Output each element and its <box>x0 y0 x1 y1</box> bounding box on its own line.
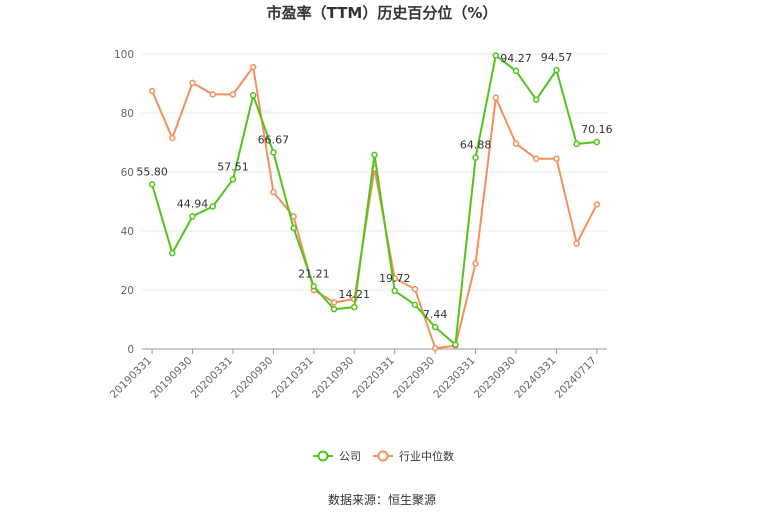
data-point-industry <box>512 140 520 147</box>
x-tick-label: 20200930 <box>229 355 275 401</box>
data-label: 57.51 <box>217 160 249 173</box>
y-tick-label: 40 <box>121 226 134 238</box>
x-tick-label: 20240331 <box>512 355 558 401</box>
data-point-industry <box>169 134 176 142</box>
data-point-company <box>290 224 297 232</box>
legend-label-company: 公司 <box>339 450 361 463</box>
source-note: 数据来源：恒生聚源 <box>328 492 436 507</box>
data-point-company <box>169 249 176 257</box>
data-label: 64.88 <box>460 139 492 152</box>
data-point-company <box>411 301 419 308</box>
data-point-industry <box>472 260 479 267</box>
data-point-company <box>229 176 237 183</box>
y-axis-ticks: 0 20 40 60 80 100 <box>114 49 134 356</box>
x-axis-ticks: 2019033120190930202003312020093020210331… <box>108 349 599 401</box>
legend-item-company[interactable]: 公司 <box>313 450 361 463</box>
data-label: 94.27 <box>500 52 532 65</box>
series-line-industry <box>151 66 598 350</box>
y-tick-label: 0 <box>127 344 134 356</box>
x-tick-label: 20220930 <box>391 355 437 401</box>
data-label: 66.67 <box>258 133 290 146</box>
x-tick-label: 20210331 <box>270 355 316 401</box>
x-tick-label: 20220331 <box>351 355 397 401</box>
data-point-company <box>330 305 338 313</box>
x-tick-label: 20190930 <box>148 355 194 401</box>
data-point-company <box>512 67 520 75</box>
data-point-industry <box>330 299 338 306</box>
x-tick-label: 20210930 <box>310 355 356 401</box>
data-point-company <box>472 154 479 161</box>
data-point-company <box>431 323 439 331</box>
data-point-company <box>492 52 500 59</box>
data-point-company <box>391 287 398 295</box>
data-point-company <box>270 149 277 156</box>
data-label: 55.80 <box>136 165 168 178</box>
chart-title: 市盈率（TTM）历史百分位（%） <box>267 4 498 22</box>
data-point-company <box>148 181 156 188</box>
data-point-industry <box>573 240 580 247</box>
legend-marker-company <box>317 450 329 462</box>
series-group <box>148 52 601 352</box>
data-point-company <box>553 66 560 74</box>
data-point-industry <box>532 155 540 162</box>
data-point-company <box>351 303 358 311</box>
data-point-industry <box>431 344 439 352</box>
legend-marker-industry <box>377 450 389 462</box>
data-point-industry <box>270 188 277 196</box>
data-label: 44.94 <box>177 197 209 210</box>
legend-label-industry: 行业中位数 <box>399 449 454 463</box>
y-tick-label: 60 <box>121 167 134 179</box>
x-tick-label: 20190331 <box>108 355 154 401</box>
data-point-industry <box>411 285 419 293</box>
x-tick-label: 20200331 <box>189 355 235 401</box>
data-point-industry <box>553 155 560 162</box>
data-point-company <box>189 213 196 220</box>
y-tick-label: 100 <box>114 49 134 61</box>
data-labels: 55.80 44.94 57.51 66.67 21.21 14.21 19.72 7.44 6… <box>136 51 612 321</box>
series-line-company <box>151 54 597 346</box>
data-label: 7.44 <box>423 308 448 321</box>
data-point-industry <box>189 79 196 87</box>
legend-item-industry[interactable]: 行业中位数 <box>373 449 454 463</box>
data-point-industry <box>229 91 237 98</box>
data-point-industry <box>249 63 257 71</box>
data-point-company <box>452 341 459 348</box>
data-point-industry <box>148 87 156 95</box>
y-tick-label: 20 <box>121 285 134 297</box>
data-point-industry <box>593 201 601 208</box>
data-point-company <box>249 92 257 99</box>
data-label: 14.21 <box>339 288 371 301</box>
data-point-company <box>371 151 378 159</box>
data-label: 70.16 <box>581 123 613 136</box>
data-point-company <box>593 138 601 146</box>
x-tick-label: 20230930 <box>472 355 518 401</box>
y-tick-label: 80 <box>121 108 134 120</box>
data-point-company <box>532 96 540 103</box>
data-point-industry <box>492 94 500 101</box>
data-label: 19.72 <box>379 272 411 285</box>
data-label: 94.57 <box>541 51 573 64</box>
data-label: 21.21 <box>298 267 330 280</box>
x-tick-label: 20230331 <box>431 355 477 401</box>
x-tick-label: 20240717 <box>553 355 599 401</box>
data-point-company <box>310 283 318 290</box>
data-point-company <box>209 203 217 210</box>
legend[interactable]: 公司 行业中位数 <box>313 449 454 463</box>
data-point-company <box>573 140 580 148</box>
data-point-industry <box>209 91 217 98</box>
